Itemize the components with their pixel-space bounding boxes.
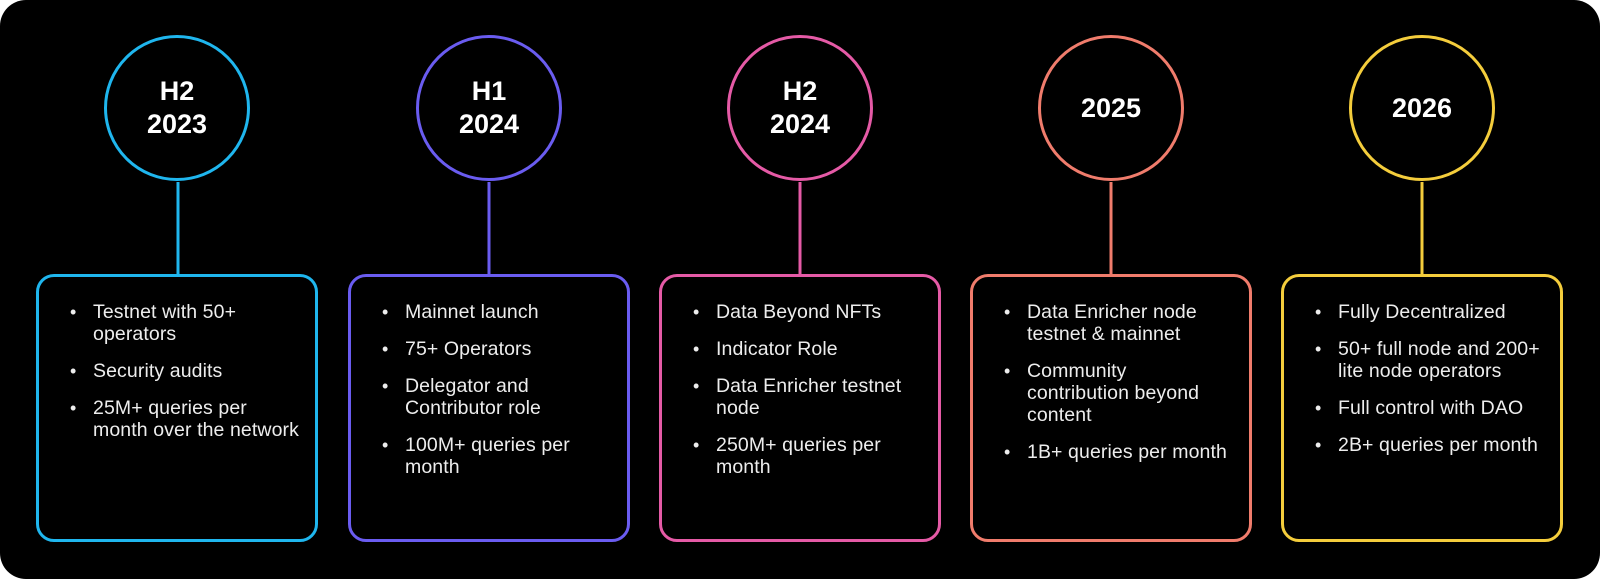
milestone-year: 2024 [458,109,520,139]
milestone-card-h1-2024: Mainnet launch 75+ Operators Delegator a… [348,274,630,542]
milestone-list: Testnet with 50+ operators Security audi… [51,301,299,441]
list-item: Full control with DAO [1296,397,1544,419]
list-item: Community contribution beyond content [985,360,1233,426]
milestone-circle-h2-2024: H2 2024 [727,35,873,181]
milestone-year: 2024 [769,109,831,139]
milestone-list: Fully Decentralized 50+ full node and 20… [1296,301,1544,456]
list-item: Testnet with 50+ operators [51,301,299,345]
milestone-list: Data Beyond NFTs Indicator Role Data Enr… [674,301,922,478]
list-item: Security audits [51,360,299,382]
milestone-period: H2 [159,76,195,106]
list-item: Indicator Role [674,338,922,360]
milestone-card-h2-2024: Data Beyond NFTs Indicator Role Data Enr… [659,274,941,542]
list-item: 75+ Operators [363,338,611,360]
list-item: Data Enricher node testnet & mainnet [985,301,1233,345]
list-item: 50+ full node and 200+ lite node operato… [1296,338,1544,382]
list-item: 1B+ queries per month [985,441,1233,463]
milestone-list: Data Enricher node testnet & mainnet Com… [985,301,1233,463]
milestone-circle-2026: 2026 [1349,35,1495,181]
milestone-card-h2-2023: Testnet with 50+ operators Security audi… [36,274,318,542]
milestone-circle-h1-2024: H1 2024 [416,35,562,181]
milestone-list: Mainnet launch 75+ Operators Delegator a… [363,301,611,478]
list-item: 2B+ queries per month [1296,434,1544,456]
list-item: Fully Decentralized [1296,301,1544,323]
list-item: 250M+ queries per month [674,434,922,478]
milestone-circle-h2-2023: H2 2023 [104,35,250,181]
list-item: Data Beyond NFTs [674,301,922,323]
milestone-year: 2023 [146,109,208,139]
milestone-card-2026: Fully Decentralized 50+ full node and 20… [1281,274,1563,542]
list-item: 100M+ queries per month [363,434,611,478]
list-item: Delegator and Contributor role [363,375,611,419]
milestone-circle-2025: 2025 [1038,35,1184,181]
list-item: 25M+ queries per month over the network [51,397,299,441]
list-item: Data Enricher testnet node [674,375,922,419]
milestone-period: H2 [782,76,818,106]
milestone-year: 2025 [1080,92,1142,123]
list-item: Mainnet launch [363,301,611,323]
milestone-card-2025: Data Enricher node testnet & mainnet Com… [970,274,1252,542]
milestone-year: 2026 [1391,92,1453,123]
milestone-period: H1 [471,76,507,106]
